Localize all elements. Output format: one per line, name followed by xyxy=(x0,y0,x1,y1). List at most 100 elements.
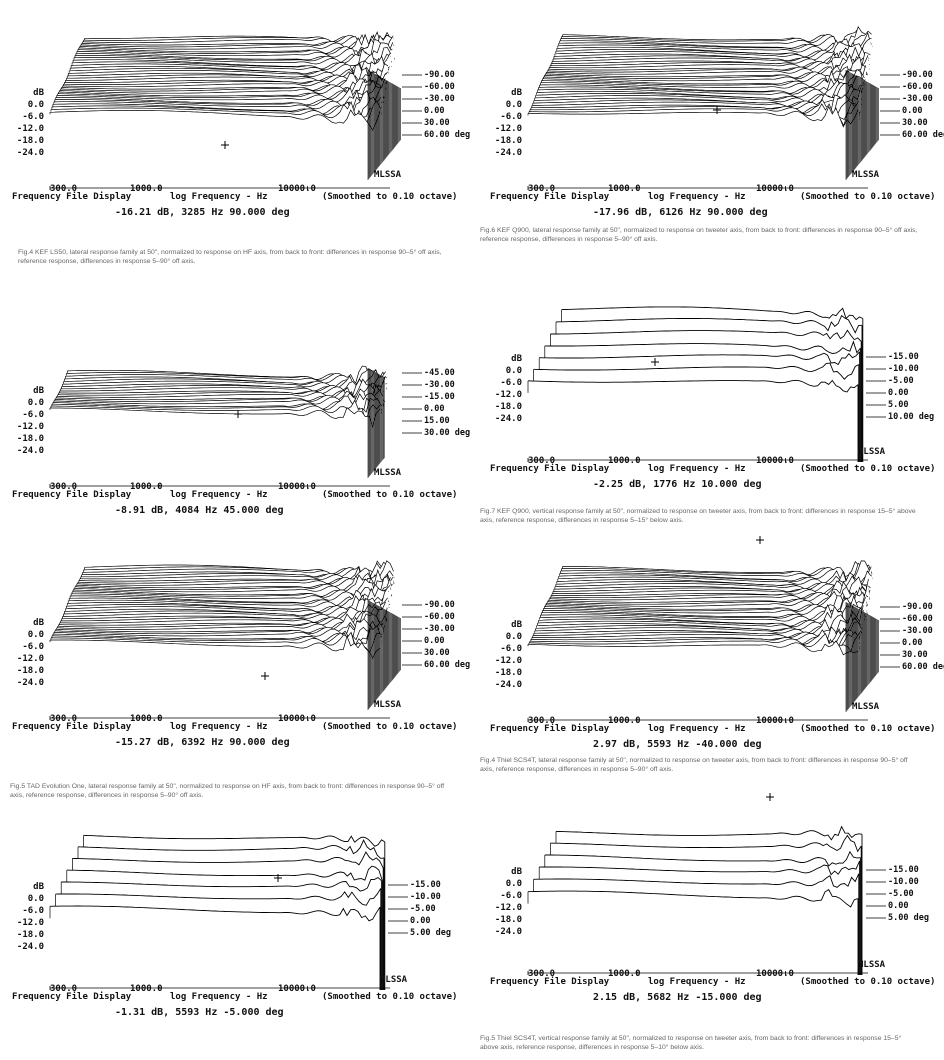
series-line xyxy=(78,38,393,68)
series-line xyxy=(556,576,871,605)
display-label: Frequency File Display xyxy=(490,192,610,202)
cursor-readout: 2.97 dB, 5593 Hz -40.000 deg xyxy=(593,739,762,750)
x-tick-label: 10000.0 xyxy=(756,716,794,726)
series-line xyxy=(552,581,869,612)
y-tick-label: -6.0 xyxy=(500,644,522,654)
angle-label: 10.00 deg xyxy=(888,412,935,422)
angle-label: 30.00 xyxy=(902,118,928,128)
series-line xyxy=(52,397,382,417)
series-line xyxy=(529,98,859,121)
angle-label: -30.00 xyxy=(424,94,455,104)
angle-label: -90.00 xyxy=(902,602,933,612)
waterfall-plot xyxy=(49,834,408,990)
series-line xyxy=(77,839,385,859)
series-line xyxy=(544,68,866,86)
x-tick-label: 1000.0 xyxy=(608,184,641,194)
series-line xyxy=(527,379,859,393)
angle-label: -15.00 xyxy=(410,880,441,890)
series-line xyxy=(543,595,865,622)
series-line xyxy=(561,562,873,583)
series-line xyxy=(59,383,385,407)
series-line xyxy=(557,41,871,58)
series-line xyxy=(79,35,393,64)
angle-label: 0.00 xyxy=(888,388,909,398)
angle-label: -5.00 xyxy=(888,889,914,899)
y-tick-label: -12.0 xyxy=(494,390,522,400)
series-line xyxy=(66,597,388,621)
angle-label: 60.00 deg xyxy=(424,130,471,140)
angle-label: -15.00 xyxy=(888,865,919,875)
series-line xyxy=(557,572,871,596)
angle-label: 0.00 xyxy=(424,106,445,116)
y-tick-label: dB xyxy=(511,88,522,98)
series-occluder xyxy=(50,636,380,716)
y-tick-label: 0.0 xyxy=(27,100,44,110)
analyzer-label: MLSSA xyxy=(858,447,886,457)
series-line xyxy=(537,612,863,640)
angle-label: -5.00 xyxy=(410,904,436,914)
series-line xyxy=(77,39,392,63)
series-line xyxy=(72,587,390,610)
y-tick-label: -6.0 xyxy=(500,112,522,122)
series-line xyxy=(554,46,870,67)
angle-label: -15.00 xyxy=(888,352,919,362)
waterfall-chart-p1: dB 0.0 -6.0 -12.0 -18.0 -24.0 -90.00 -60.00 -30.… xyxy=(0,0,470,230)
series-line xyxy=(78,573,393,600)
display-label: Frequency File Display xyxy=(490,464,610,474)
series-line xyxy=(555,314,863,334)
series-line xyxy=(527,640,859,656)
y-tick-label: -18.0 xyxy=(494,136,522,146)
cursor-readout: -17.96 dB, 6126 Hz 90.000 deg xyxy=(593,207,768,218)
angle-label: -10.00 xyxy=(888,877,919,887)
series-line xyxy=(555,825,863,841)
series-line xyxy=(533,873,860,888)
series-line xyxy=(540,605,864,630)
x-axis-label: log Frequency - Hz xyxy=(648,464,746,474)
series-line xyxy=(53,626,382,642)
y-tick-label: dB xyxy=(33,618,44,628)
y-tick-label: -24.0 xyxy=(16,148,44,158)
smoothing-label: (Smoothed to 0.10 octave) xyxy=(322,490,458,500)
series-occluder xyxy=(50,407,380,484)
angle-label: -30.00 xyxy=(902,626,933,636)
series-occluder xyxy=(528,889,858,971)
x-tick-label: 10000.0 xyxy=(278,714,316,724)
display-label: Frequency File Display xyxy=(490,977,610,987)
series-line xyxy=(54,91,383,119)
analyzer-label: MLSSA xyxy=(852,702,880,712)
series-line xyxy=(562,560,873,585)
cursor-readout: -15.27 dB, 6392 Hz 90.000 deg xyxy=(115,737,290,748)
figure-caption: Fig.5 Thiel SCS4T, vertical response fam… xyxy=(480,1035,902,1051)
series-line xyxy=(533,362,860,380)
series-line xyxy=(530,629,860,653)
waterfall-chart-p4: dB 0.0 -6.0 -12.0 -18.0 -24.0 -15.00 -10.00 -5.0… xyxy=(478,272,944,502)
smoothing-label: (Smoothed to 0.10 octave) xyxy=(322,192,458,202)
series-line xyxy=(528,100,859,127)
x-axis-label: log Frequency - Hz xyxy=(648,192,746,202)
series-line xyxy=(60,378,385,405)
angle-label: -90.00 xyxy=(424,600,455,610)
angle-label: -30.00 xyxy=(902,94,933,104)
display-label: Frequency File Display xyxy=(12,722,132,732)
angle-label: 30.00 deg xyxy=(424,428,471,438)
series-line xyxy=(546,595,866,616)
y-tick-label: 0.0 xyxy=(505,100,522,110)
series-line xyxy=(72,57,390,73)
y-tick-label: -6.0 xyxy=(22,642,44,652)
angle-label: -90.00 xyxy=(902,70,933,80)
y-tick-label: dB xyxy=(511,354,522,364)
x-tick-label: 300.0 xyxy=(528,969,556,979)
series-line xyxy=(49,635,381,660)
series-line xyxy=(60,78,385,102)
series-line xyxy=(60,610,385,638)
angle-label: 15.00 xyxy=(424,416,450,426)
waterfall-plot xyxy=(527,536,900,722)
series-line xyxy=(556,42,871,71)
angle-label: 60.00 deg xyxy=(902,662,944,672)
series-occluder xyxy=(50,906,380,986)
angle-label: -60.00 xyxy=(424,612,455,622)
y-tick-label: -6.0 xyxy=(22,410,44,420)
series-line xyxy=(540,77,864,94)
angle-label: -10.00 xyxy=(410,892,441,902)
figure-caption: Fig.6 KEF Q900, lateral response family … xyxy=(480,227,918,243)
